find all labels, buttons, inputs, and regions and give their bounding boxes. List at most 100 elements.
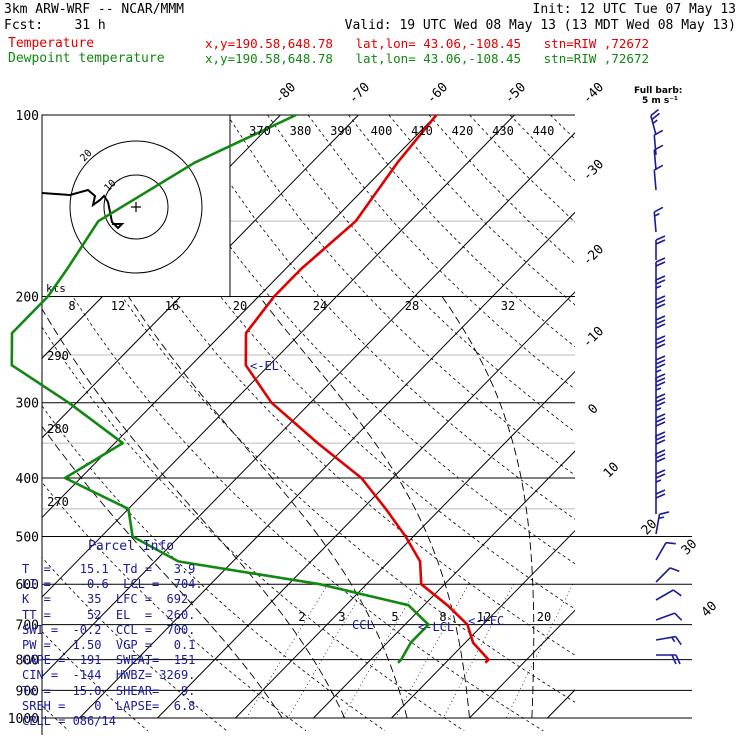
- theta-label: 420: [452, 124, 474, 138]
- barb-legend-title: Full barb:: [634, 86, 683, 96]
- barb-flag: [655, 397, 666, 403]
- isotherm-line: [42, 115, 359, 439]
- barb-flag: [653, 164, 664, 171]
- wind-barb: [655, 413, 666, 438]
- barb-flag: [655, 363, 666, 369]
- mixing-ratio-label: 12: [477, 610, 491, 624]
- mixing-ratio-label: 3: [338, 610, 345, 624]
- dewpoint-line: [10, 113, 430, 664]
- barb-flag: [669, 567, 680, 573]
- parcel-info-line: SREH = 0 LAPSE= 6.8: [22, 698, 196, 713]
- wind-barb: [653, 129, 664, 156]
- temperature-axis-label: 0: [585, 401, 601, 417]
- mixing-ratio-line: [505, 584, 574, 719]
- mixing-ratio-label: 5: [391, 610, 398, 624]
- dry-adiabat: [42, 152, 575, 703]
- barb-half: [671, 636, 676, 643]
- theta-label: 280: [47, 422, 69, 436]
- wind-barb: [655, 511, 670, 535]
- dry-adiabat: [42, 326, 465, 732]
- mixing-ratio-label: 24: [313, 299, 327, 313]
- barb-flag: [655, 315, 666, 321]
- barb-flag: [655, 439, 666, 445]
- barb-flag: [655, 421, 666, 427]
- barb-flag: [671, 654, 677, 665]
- barb-flag: [655, 295, 666, 301]
- theta-label: 410: [411, 124, 433, 138]
- barb-flag: [655, 279, 666, 285]
- barb-half: [652, 119, 658, 125]
- parcel-info-line: CIN = -144 HWBZ= 3269.: [22, 668, 196, 683]
- mixing-ratio-label: 8: [68, 299, 75, 313]
- wind-barb: [650, 108, 661, 136]
- barb-staff: [653, 135, 657, 156]
- wind-barb: [656, 654, 681, 665]
- barb-flag: [653, 206, 664, 213]
- mixing-ratio-line: [246, 584, 329, 719]
- mixing-ratio-label: 2: [298, 610, 305, 624]
- barb-flag: [655, 299, 666, 305]
- barb-flag: [653, 129, 664, 136]
- pressure-tick-label: 600: [16, 578, 39, 593]
- mixing-ratio-label: 20: [233, 299, 247, 313]
- temperature-line: [244, 114, 490, 664]
- mixing-ratio-label: 32: [501, 299, 515, 313]
- pressure-tick-label: 700: [16, 619, 39, 634]
- barb-flag: [655, 469, 666, 475]
- barb-flag: [655, 343, 666, 349]
- pressure-tick-label: 200: [16, 291, 39, 306]
- barb-staff: [655, 542, 667, 561]
- wind-barb: [655, 589, 682, 601]
- dry-adiabat: [226, 115, 575, 476]
- mixing-ratio-label: 20: [537, 610, 551, 624]
- parcel-info-line: PW = 1.50 VGP = 0.1: [22, 638, 196, 653]
- pressure-tick-label: 500: [16, 530, 39, 545]
- temperature-axis-label: 30: [679, 537, 701, 559]
- mixing-ratio-line: [287, 584, 368, 719]
- wind-barb: [655, 431, 666, 456]
- dry-adiabat: [307, 115, 575, 390]
- wind-barb: [655, 567, 680, 583]
- barb-flag: [655, 303, 666, 309]
- barb-legend-units: 5 m s⁻¹: [642, 96, 678, 106]
- wind-barb: [655, 275, 666, 300]
- barb-staff: [655, 567, 671, 583]
- pressure-tick-label: 800: [16, 654, 39, 669]
- barb-legend: Full barb: 5 m s⁻¹: [634, 86, 682, 106]
- dry-adiabat: [671, 115, 740, 731]
- mixing-ratio-label: 8: [439, 610, 446, 624]
- temperature-axis-label: 40: [699, 599, 721, 621]
- sounding-lines: [10, 113, 490, 664]
- dry-adiabat: [42, 631, 149, 732]
- parcel-info-line: LI = -0.6 LCL = 704.: [22, 577, 203, 592]
- lcl-marker: <-LCL: [418, 620, 454, 634]
- barb-staff: [655, 589, 674, 601]
- barb-flag: [651, 112, 661, 121]
- barb-flag: [674, 612, 683, 621]
- hodograph-trace: [41, 188, 125, 230]
- temperature-axis-label: -50: [502, 80, 529, 107]
- lfc-marker: <-LFC: [468, 614, 504, 628]
- barb-flag: [655, 431, 666, 437]
- isotherm-line: [703, 115, 740, 718]
- barb-flag: [655, 373, 666, 379]
- wind-barb: [655, 393, 666, 418]
- barb-half: [654, 212, 660, 217]
- temperature-location-info: x,y=190.58,648.78 lat,lon= 43.06,-108.45…: [205, 36, 650, 51]
- theta-label: 270: [47, 495, 69, 509]
- barb-flag: [655, 275, 666, 281]
- isotherm-line: [157, 291, 575, 719]
- barb-flag: [675, 636, 682, 646]
- wind-barb: [655, 489, 666, 514]
- temperature-axis-label: -10: [580, 324, 607, 351]
- wind-barb: [655, 315, 666, 340]
- barb-flag: [655, 261, 666, 267]
- ccl-marker: CCL: [352, 618, 374, 632]
- barb-flag: [655, 359, 666, 365]
- temperature-axis-label: -60: [424, 80, 451, 107]
- barb-flag: [655, 493, 666, 499]
- wind-barb: [655, 612, 683, 621]
- theta-label: 290: [47, 349, 69, 363]
- mixing-ratio-label: 28: [405, 299, 419, 313]
- barb-half: [655, 407, 662, 411]
